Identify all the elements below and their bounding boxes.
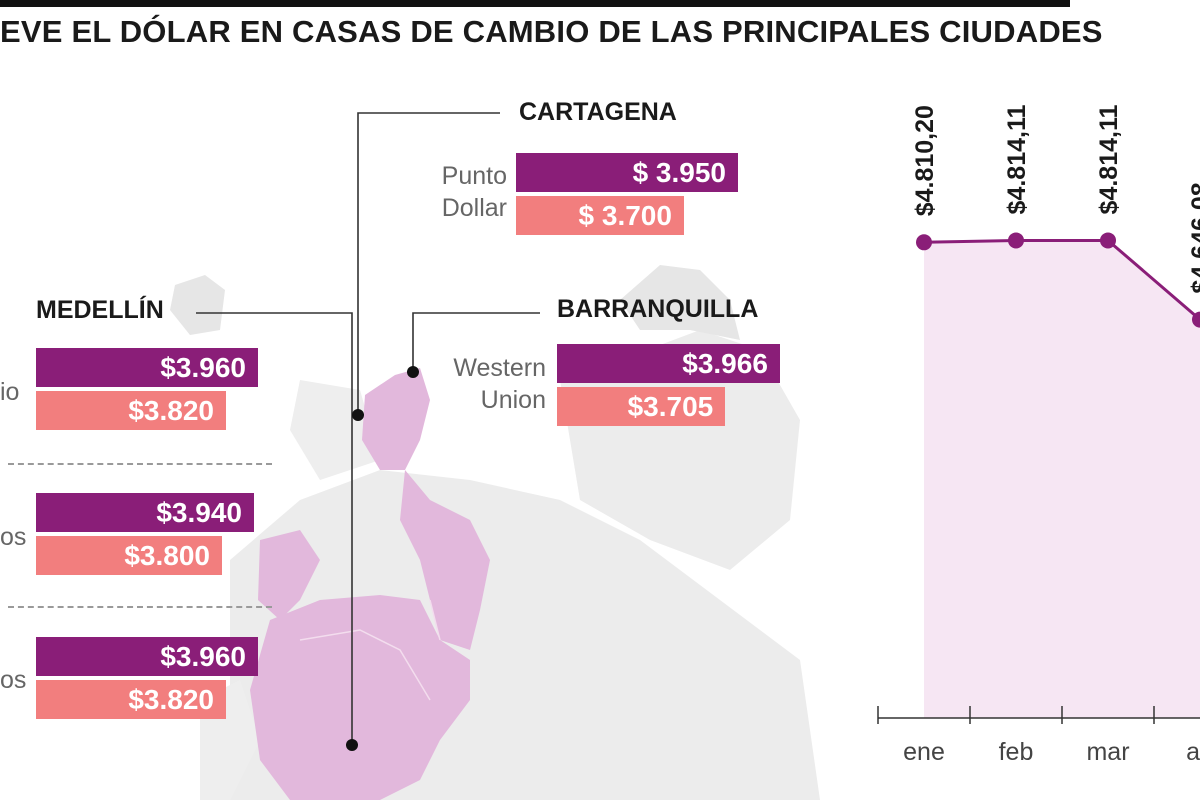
map-region-border bbox=[429, 599, 441, 641]
line-point-feb bbox=[1008, 232, 1024, 249]
exchange-house-label-line: Dollar bbox=[441, 194, 507, 222]
x-axis-ticks bbox=[877, 706, 1155, 724]
map-region-gray bbox=[170, 275, 225, 335]
map-region-pink bbox=[400, 470, 490, 650]
divider bbox=[8, 463, 272, 465]
exchange-house-label-line: Punto bbox=[441, 162, 507, 190]
map-region-pink bbox=[258, 530, 320, 620]
value-label-ene: $4.810,20 bbox=[911, 105, 939, 216]
page-title: EVE EL DÓLAR EN CASAS DE CAMBIO DE LAS P… bbox=[0, 14, 1103, 49]
bar-buy: $3.960 bbox=[36, 348, 258, 387]
exchange-house-label: os bbox=[0, 523, 27, 551]
x-axis-tick-labels: ene feb mar ab bbox=[903, 738, 1200, 766]
line-point-mar bbox=[1100, 232, 1116, 249]
line-chart-value-labels: $4.810,20 $4.814,11 $4.814,11 $4.646,08 bbox=[911, 105, 1200, 294]
x-tick-label-mar: mar bbox=[1086, 738, 1129, 766]
value-label-ab: $4.646,08 bbox=[1187, 182, 1200, 293]
bar-sell-punto-dollar: $ 3.700 bbox=[516, 196, 684, 235]
bar-buy: $3.940 bbox=[36, 493, 254, 532]
barranquilla-marker bbox=[407, 366, 419, 378]
x-tick-label-ene: ene bbox=[903, 738, 945, 766]
line-chart-series bbox=[923, 238, 1200, 321]
map-region-gray bbox=[620, 265, 740, 340]
line-point-ab bbox=[1192, 311, 1200, 328]
bar-sell: $3.820 bbox=[36, 391, 226, 430]
line-chart-area bbox=[924, 240, 1200, 718]
exchange-house-label: io bbox=[0, 378, 20, 406]
exchange-house-label-line: Western bbox=[453, 354, 546, 382]
top-rule bbox=[0, 0, 1070, 7]
cartagena-leader-line bbox=[357, 112, 500, 415]
bar-sell: $3.800 bbox=[36, 536, 222, 575]
map-region-pink bbox=[250, 595, 470, 800]
map-region-pink bbox=[362, 368, 430, 470]
map-highlight-regions bbox=[250, 368, 490, 800]
city-medellin-title: MEDELLÍN bbox=[36, 296, 164, 324]
divider bbox=[8, 606, 272, 608]
line-point-ene bbox=[916, 234, 932, 251]
value-label-mar: $4.814,11 bbox=[1095, 105, 1123, 215]
leader-lines bbox=[196, 112, 540, 751]
exchange-house-label: Western Union bbox=[428, 352, 546, 416]
medellin-marker bbox=[346, 739, 358, 751]
line-chart-points bbox=[916, 232, 1200, 328]
barranquilla-leader-line bbox=[412, 312, 540, 372]
x-tick-label-ab: ab bbox=[1186, 738, 1200, 766]
cartagena-marker bbox=[352, 409, 364, 421]
x-tick-label-feb: feb bbox=[999, 738, 1034, 766]
city-cartagena-title: CARTAGENA bbox=[519, 98, 677, 126]
medellin-leader-line bbox=[196, 312, 353, 745]
exchange-house-label: Punto Dollar bbox=[412, 160, 507, 224]
city-barranquilla-title: BARRANQUILLA bbox=[557, 295, 759, 323]
exchange-house-label-line: Union bbox=[480, 386, 546, 414]
bar-buy-western-union: $3.966 bbox=[557, 344, 780, 383]
value-label-feb: $4.814,11 bbox=[1003, 105, 1031, 215]
bar-buy: $3.960 bbox=[36, 637, 258, 676]
bar-buy-punto-dollar: $ 3.950 bbox=[516, 153, 738, 192]
bar-sell: $3.820 bbox=[36, 680, 226, 719]
bar-sell-western-union: $3.705 bbox=[557, 387, 726, 426]
exchange-house-label: os bbox=[0, 666, 27, 694]
map-region-border bbox=[299, 629, 431, 701]
